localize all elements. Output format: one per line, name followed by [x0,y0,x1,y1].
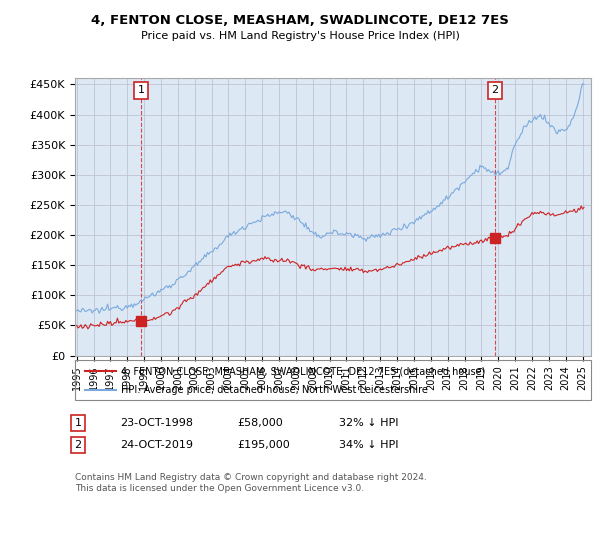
Text: HPI: Average price, detached house, North West Leicestershire: HPI: Average price, detached house, Nort… [121,385,428,394]
Text: £58,000: £58,000 [237,418,283,428]
Text: 24-OCT-2019: 24-OCT-2019 [120,440,193,450]
Text: 1: 1 [74,418,82,428]
Text: 2: 2 [491,86,499,95]
Text: 32% ↓ HPI: 32% ↓ HPI [339,418,398,428]
Text: 1: 1 [137,86,145,95]
Text: 4, FENTON CLOSE, MEASHAM, SWADLINCOTE, DE12 7ES (detached house): 4, FENTON CLOSE, MEASHAM, SWADLINCOTE, D… [121,366,486,376]
Text: Price paid vs. HM Land Registry's House Price Index (HPI): Price paid vs. HM Land Registry's House … [140,31,460,41]
Text: 34% ↓ HPI: 34% ↓ HPI [339,440,398,450]
Text: 4, FENTON CLOSE, MEASHAM, SWADLINCOTE, DE12 7ES: 4, FENTON CLOSE, MEASHAM, SWADLINCOTE, D… [91,14,509,27]
Text: £195,000: £195,000 [237,440,290,450]
Text: 2: 2 [74,440,82,450]
Text: 23-OCT-1998: 23-OCT-1998 [120,418,193,428]
Text: Contains HM Land Registry data © Crown copyright and database right 2024.
This d: Contains HM Land Registry data © Crown c… [75,473,427,493]
